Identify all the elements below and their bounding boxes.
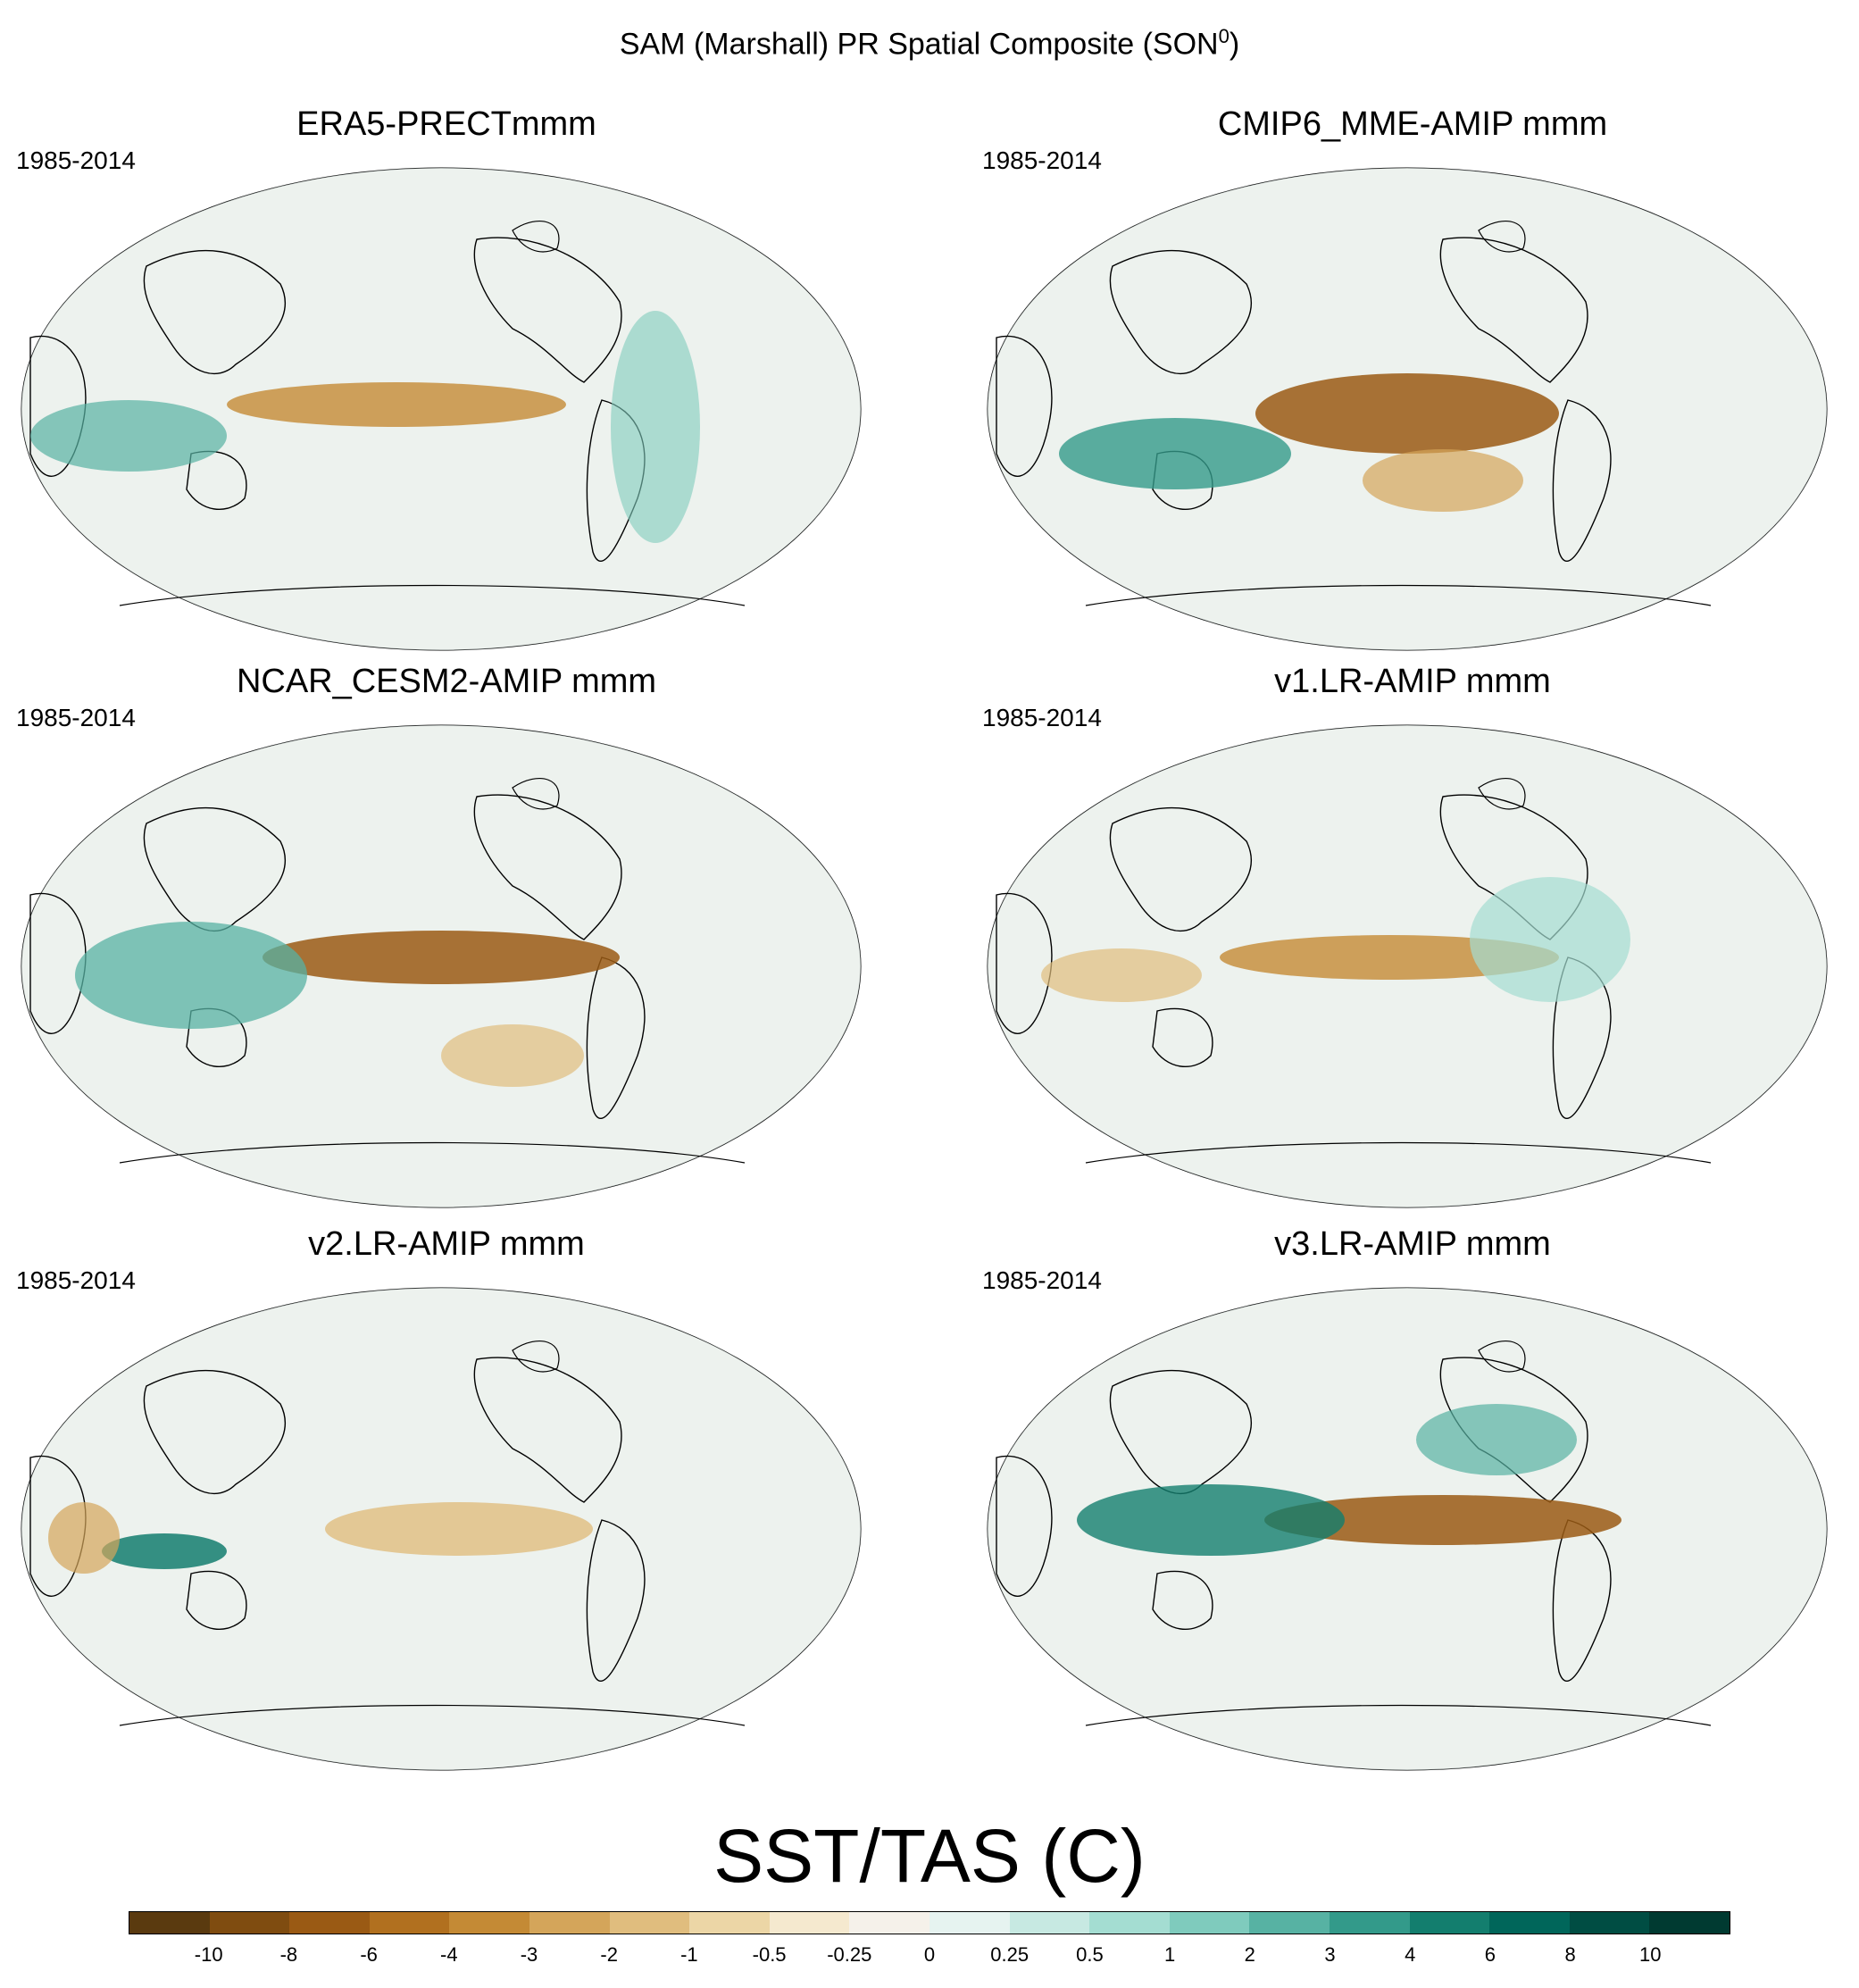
panel-title: v2.LR-AMIP mmm (308, 1225, 585, 1263)
colorbar-cell (289, 1912, 370, 1934)
colorbar-tick-label: -10 (194, 1943, 223, 1966)
panel-v1: v1.LR-AMIP mmm 1985-2014 (966, 663, 1859, 1216)
main-title: SAM (Marshall) PR Spatial Composite (SON… (619, 25, 1240, 62)
colorbar-tick-label: 2 (1244, 1943, 1255, 1966)
panel-v3: v3.LR-AMIP mmm 1985-2014 (966, 1225, 1859, 1779)
colorbar-cell (689, 1912, 770, 1934)
colorbar-labels: -10 -8 -6 -4 -3 -2 -1 -0.5 -0.25 0 0.25 0.5 1 2 3 4 6 8 10 (129, 1943, 1730, 1970)
colorbar-cell (1329, 1912, 1410, 1934)
panel-period: 1985-2014 (982, 1266, 1102, 1294)
colorbar-tick-label: 3 (1324, 1943, 1336, 1966)
maritime-anomaly (30, 400, 227, 472)
map-v2 (21, 1287, 862, 1771)
map-v3 (987, 1287, 1828, 1771)
colorbar-cell (1649, 1912, 1730, 1934)
panel-period: 1985-2014 (982, 146, 1102, 174)
colorbar-tick-label: -8 (279, 1943, 298, 1966)
panel-period: 1985-2014 (16, 704, 136, 731)
maritime-anomaly (1077, 1484, 1345, 1556)
colorbar-cell (1489, 1912, 1570, 1934)
panel-cmip6: CMIP6_MME-AMIP mmm 1985-2014 (966, 105, 1859, 659)
colorbar-tick-label: 4 (1405, 1943, 1416, 1966)
colorbar-tick-label: -0.5 (752, 1943, 787, 1966)
colorbar-tick-label: 8 (1564, 1943, 1576, 1966)
panel-period: 1985-2014 (16, 146, 136, 174)
colorbar-cell (209, 1912, 290, 1934)
map-cmip6 (987, 167, 1828, 651)
colorbar-cell (1249, 1912, 1330, 1934)
north-pacific-anomaly (1416, 1404, 1577, 1475)
panel-title: ERA5-PRECTmmm (296, 105, 596, 143)
colorbar-cell (609, 1912, 690, 1934)
colorbar-tick-label: 1 (1163, 1943, 1176, 1966)
colorbar-cell (1409, 1912, 1490, 1934)
colorbar-cell (529, 1912, 610, 1934)
maritime-anomaly (1059, 418, 1291, 489)
colorbar-tick-label: 0 (923, 1943, 936, 1966)
indian-ocean-anomaly (102, 1533, 227, 1569)
equatorial-band (1264, 1495, 1621, 1545)
colorbar-cell (449, 1912, 529, 1934)
panel-title: v1.LR-AMIP mmm (1274, 663, 1551, 700)
equatorial-band (227, 382, 566, 427)
panel-period: 1985-2014 (16, 1266, 136, 1294)
spcz-anomaly (1363, 449, 1523, 512)
panel-title: NCAR_CESM2-AMIP mmm (236, 663, 657, 700)
east-pacific-anomaly (1470, 877, 1630, 1002)
africa-anomaly (48, 1502, 120, 1574)
colorbar-cell (1009, 1912, 1090, 1934)
americas-anomaly (611, 311, 700, 543)
colorbar-cell (129, 1912, 210, 1934)
colorbar-cell (769, 1912, 850, 1934)
colorbar-cell (1089, 1912, 1170, 1934)
colorbar (129, 1911, 1730, 1934)
panel-v2: v2.LR-AMIP mmm 1985-2014 (0, 1225, 893, 1779)
colorbar-tick-label: -3 (520, 1943, 538, 1966)
colorbar-tick-label: -6 (360, 1943, 378, 1966)
colorbar-cell (929, 1912, 1010, 1934)
panel-title: CMIP6_MME-AMIP mmm (1217, 105, 1608, 143)
colorbar-tick-label: 0.5 (1076, 1943, 1104, 1966)
colorbar-cell (849, 1912, 930, 1934)
colorbar-cell (1169, 1912, 1250, 1934)
colorbar-tick-label: 0.25 (990, 1943, 1030, 1966)
equatorial-band (325, 1502, 593, 1556)
colorbar-tick-label: 10 (1639, 1943, 1662, 1966)
colorbar-cell (1569, 1912, 1650, 1934)
south-pacific-anomaly (441, 1024, 584, 1087)
colorbar-tick-label: 6 (1484, 1943, 1496, 1966)
equatorial-band (1255, 373, 1559, 454)
colorbar-tick-label: -0.25 (827, 1943, 872, 1966)
map-v1 (987, 724, 1828, 1208)
panel-era5: ERA5-PRECTmmm 1985-2014 (0, 105, 893, 659)
panel-period: 1985-2014 (982, 704, 1102, 731)
colorbar-tick-label: -1 (680, 1943, 698, 1966)
map-era5 (21, 167, 862, 651)
panel-cesm2: NCAR_CESM2-AMIP mmm 1985-2014 (0, 663, 893, 1216)
indian-ocean-anomaly (1041, 948, 1202, 1002)
colorbar-title: SST/TAS (C) (713, 1814, 1146, 1898)
panel-title: v3.LR-AMIP mmm (1274, 1225, 1551, 1263)
colorbar-cell (369, 1912, 450, 1934)
maritime-anomaly (75, 922, 307, 1029)
colorbar-tick-label: -2 (600, 1943, 618, 1966)
equatorial-band (263, 931, 620, 984)
map-cesm2 (21, 724, 862, 1208)
colorbar-tick-label: -4 (440, 1943, 458, 1966)
